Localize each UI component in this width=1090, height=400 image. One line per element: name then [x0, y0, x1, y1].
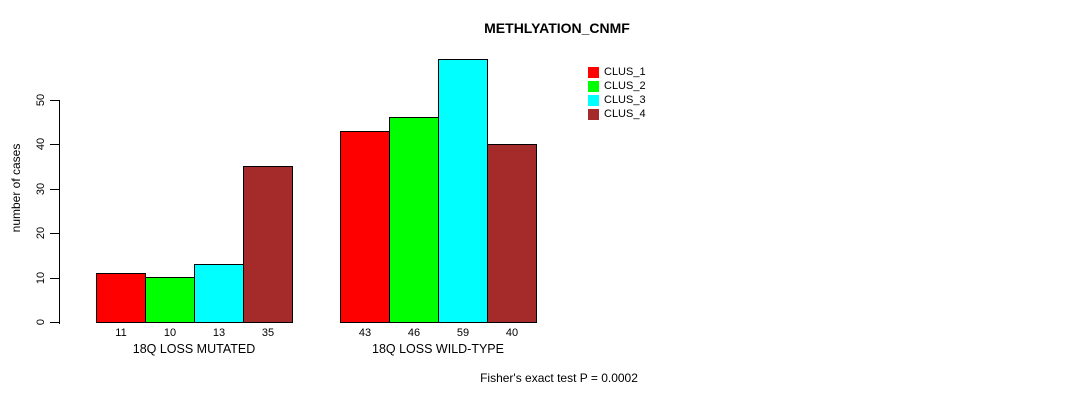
- y-axis-tick-label: 10: [35, 271, 47, 285]
- fisher-test-annotation: Fisher's exact test P = 0.0002: [480, 371, 638, 385]
- legend-swatch: [588, 94, 599, 106]
- bar-clus_3-group2: [438, 59, 488, 323]
- legend-label: CLUS_3: [604, 93, 646, 106]
- bar-clus_1-group2: [340, 131, 390, 323]
- y-axis-tick-label: 50: [35, 93, 47, 107]
- bar-clus_1-group1: [96, 273, 146, 323]
- bar-value-label: 40: [505, 327, 519, 339]
- group-label: 18Q LOSS WILD-TYPE: [372, 342, 504, 356]
- legend-item-clus_4: CLUS_4: [588, 107, 646, 121]
- y-axis-title: number of cases: [9, 143, 23, 233]
- bar-clus_2-group1: [145, 277, 195, 323]
- legend-item-clus_2: CLUS_2: [588, 79, 646, 93]
- legend-label: CLUS_4: [604, 107, 646, 120]
- chart-title: METHLYATION_CNMF: [484, 20, 630, 36]
- bar-value-label: 10: [163, 327, 177, 339]
- y-axis-tick-label: 40: [35, 137, 47, 151]
- y-axis-tick-label: 0: [35, 318, 47, 326]
- y-axis-tick: [50, 278, 59, 279]
- legend-label: CLUS_2: [604, 79, 646, 92]
- legend-item-clus_3: CLUS_3: [588, 93, 646, 107]
- bar-clus_4-group2: [487, 144, 537, 323]
- bar-value-label: 11: [115, 327, 127, 339]
- y-axis-tick-label: 20: [35, 226, 47, 240]
- y-axis-tick: [50, 144, 59, 145]
- y-axis-tick: [50, 233, 59, 234]
- legend-swatch: [588, 66, 599, 78]
- bar-value-label: 43: [358, 327, 372, 339]
- bar-clus_2-group2: [389, 117, 439, 323]
- y-axis-tick-label: 30: [35, 182, 47, 196]
- bar-value-label: 35: [261, 327, 275, 339]
- legend-item-clus_1: CLUS_1: [588, 65, 646, 79]
- bar-value-label: 46: [407, 327, 421, 339]
- group-label: 18Q LOSS MUTATED: [132, 342, 256, 356]
- y-axis-tick: [50, 100, 59, 101]
- legend-swatch: [588, 108, 599, 120]
- y-axis-line: [59, 100, 60, 324]
- legend: CLUS_1 CLUS_2 CLUS_3 CLUS_4: [588, 65, 646, 121]
- legend-label: CLUS_1: [604, 65, 646, 78]
- y-axis-tick: [50, 189, 59, 190]
- bar-value-label: 59: [456, 327, 470, 339]
- legend-swatch: [588, 80, 599, 92]
- y-axis-tick: [50, 322, 59, 323]
- bar-clus_3-group1: [194, 264, 244, 323]
- bar-clus_4-group1: [243, 166, 293, 323]
- bar-value-label: 13: [212, 327, 226, 339]
